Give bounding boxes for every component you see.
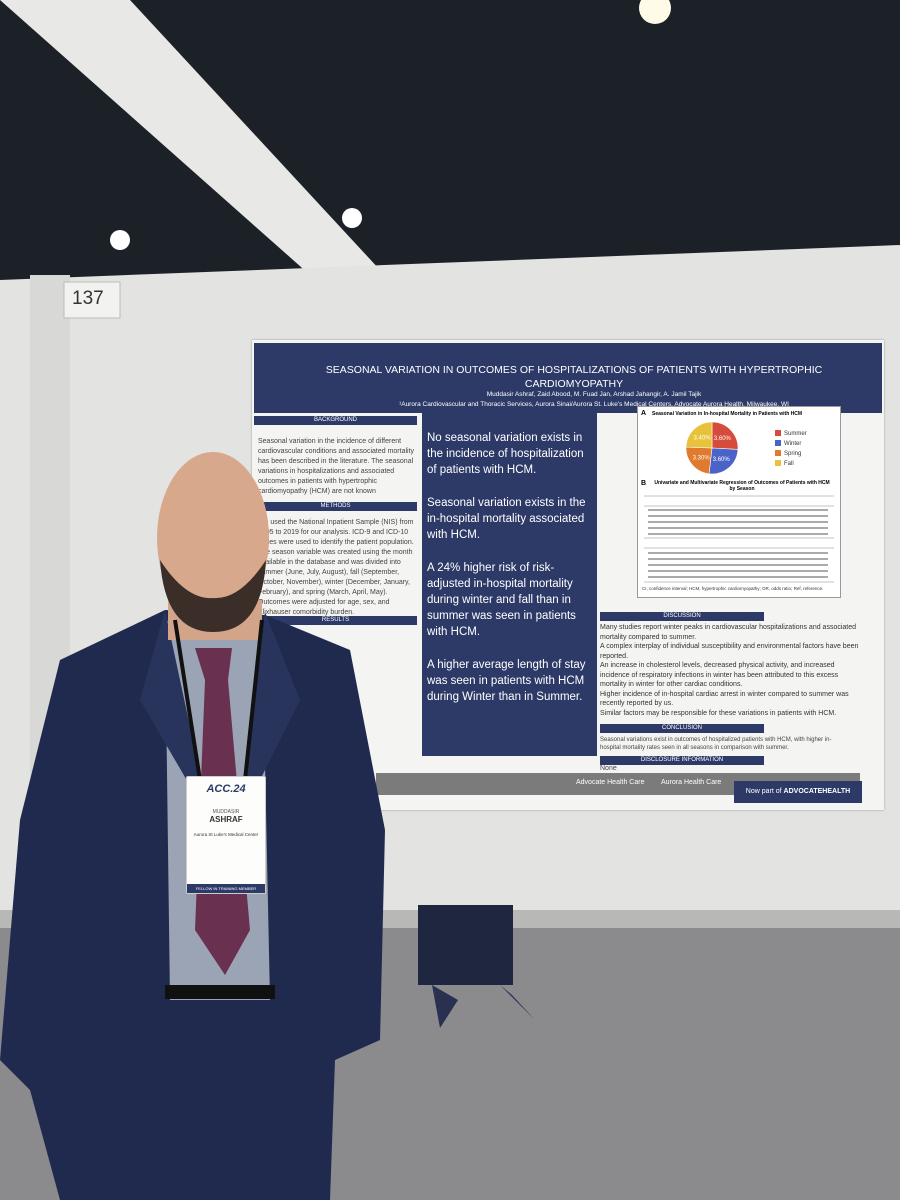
finding: No seasonal variation exists in the inci… [427,432,584,476]
ceiling-light [639,0,671,24]
pie-label: 3.40% [694,436,712,442]
poster-affiliation: ¹Aurora Cardiovascular and Thoracic Serv… [399,401,789,408]
pie-slice [708,447,739,475]
badge-last-name: ASHRAF [209,815,243,824]
visitor-shoes [432,985,535,1028]
section-text: We used the National Inpatient Sample (N… [258,519,414,616]
ceiling-light [342,208,362,228]
legend-swatch [775,440,781,446]
lapels [140,610,300,820]
legend-swatch [775,450,781,456]
disclosure-text: None [600,765,617,772]
lanyard [173,619,202,781]
legend-label: Summer [784,431,807,437]
figure-footnote: CI, confidence interval; HCM, hypertroph… [642,586,824,591]
belt [165,985,275,999]
section-heading: DISCLOSURE INFORMATION [600,756,764,765]
beard [160,560,266,632]
legend-label: Winter [784,441,801,447]
regression-table [644,495,834,583]
badge-event: ACC.24 [206,783,246,795]
section-heading: BACKGROUND [254,416,417,425]
footer-logo: Advocate Health Care [576,779,645,786]
conclusion-text: Seasonal variations exist in outcomes of… [600,737,832,751]
visitor-legs [418,905,513,985]
pie-slice [685,421,713,449]
badge-first-name: MUDDASIR [212,809,240,815]
booth-number-plate [63,281,121,319]
figure-label: A [641,410,647,417]
figure-title: Univariate and Multivariate Regression o… [654,480,830,492]
footer-brand-prefix: Now part of [745,788,782,795]
discussion-point: An increase in cholesterol levels, decre… [600,662,839,688]
key-findings: No seasonal variation exists in the inci… [422,410,597,756]
footer-brand-name: ADVOCATEHEALTH [783,788,851,795]
section-text: Seasonal variation in the incidence of d… [258,438,415,495]
finding: A 24% higher risk of risk-adjusted in-ho… [427,562,576,638]
legend-label: Fall [784,461,794,467]
discussion-text: Many studies report winter peaks in card… [600,623,862,718]
pie-slice [711,421,739,450]
pie-label: 3.60% [714,436,732,442]
discussion-point: Higher incidence of in-hospital cardiac … [600,690,849,708]
ceiling-light [110,230,130,250]
figure-label: B [641,480,647,487]
poster-title: SEASONAL VARIATION IN OUTCOMES OF HOSPIT… [325,364,823,390]
poster-title-bar: SEASONAL VARIATION IN OUTCOMES OF HOSPIT… [254,343,882,413]
pie-slice [685,446,713,475]
footer-brand: Now part of ADVOCATEHEALTH [734,781,862,803]
section-heading: RESULTS [254,616,417,625]
booth-number: 137 [72,288,104,309]
badge-member-type: FELLOW IN TRAINING MEMBER [187,884,265,893]
discussion-point: A complex interplay of individual suscep… [600,643,859,660]
lanyard [243,619,264,781]
legend-label: Spring [784,451,801,457]
finding: Seasonal variation exists in the in-hosp… [427,497,586,541]
face [157,452,269,624]
poster-authors: Muddasir Ashraf, Zaid Abood, M. Fuad Jan… [486,391,702,398]
badge-organization: Aurora St Luke's Medical Center [193,832,259,837]
name-badge: ACC.24 MUDDASIR ASHRAF Aurora St Luke's … [186,776,266,894]
figure-title: Seasonal Variation in In-hospital Mortal… [652,411,803,417]
footer-logo: Aurora Health Care [661,779,722,786]
discussion-point: Similar factors may be responsible for t… [600,709,837,717]
section-heading: CONCLUSION [600,724,764,733]
pie-label: 3.60% [713,457,731,463]
pie-label: 3.30% [693,455,711,461]
section-heading: METHODS [254,502,417,511]
ceiling-beam [0,0,380,275]
discussion-point: Many studies report winter peaks in card… [600,624,857,641]
finding: A higher average length of stay was seen… [427,659,586,703]
legend-swatch [775,460,781,466]
legend-swatch [775,430,781,436]
pie-chart: 3.60% Summer 3.60% Winter 3.30% Spring 3.40% Fa… [685,421,807,475]
section-heading: DISCUSSION [600,612,764,621]
